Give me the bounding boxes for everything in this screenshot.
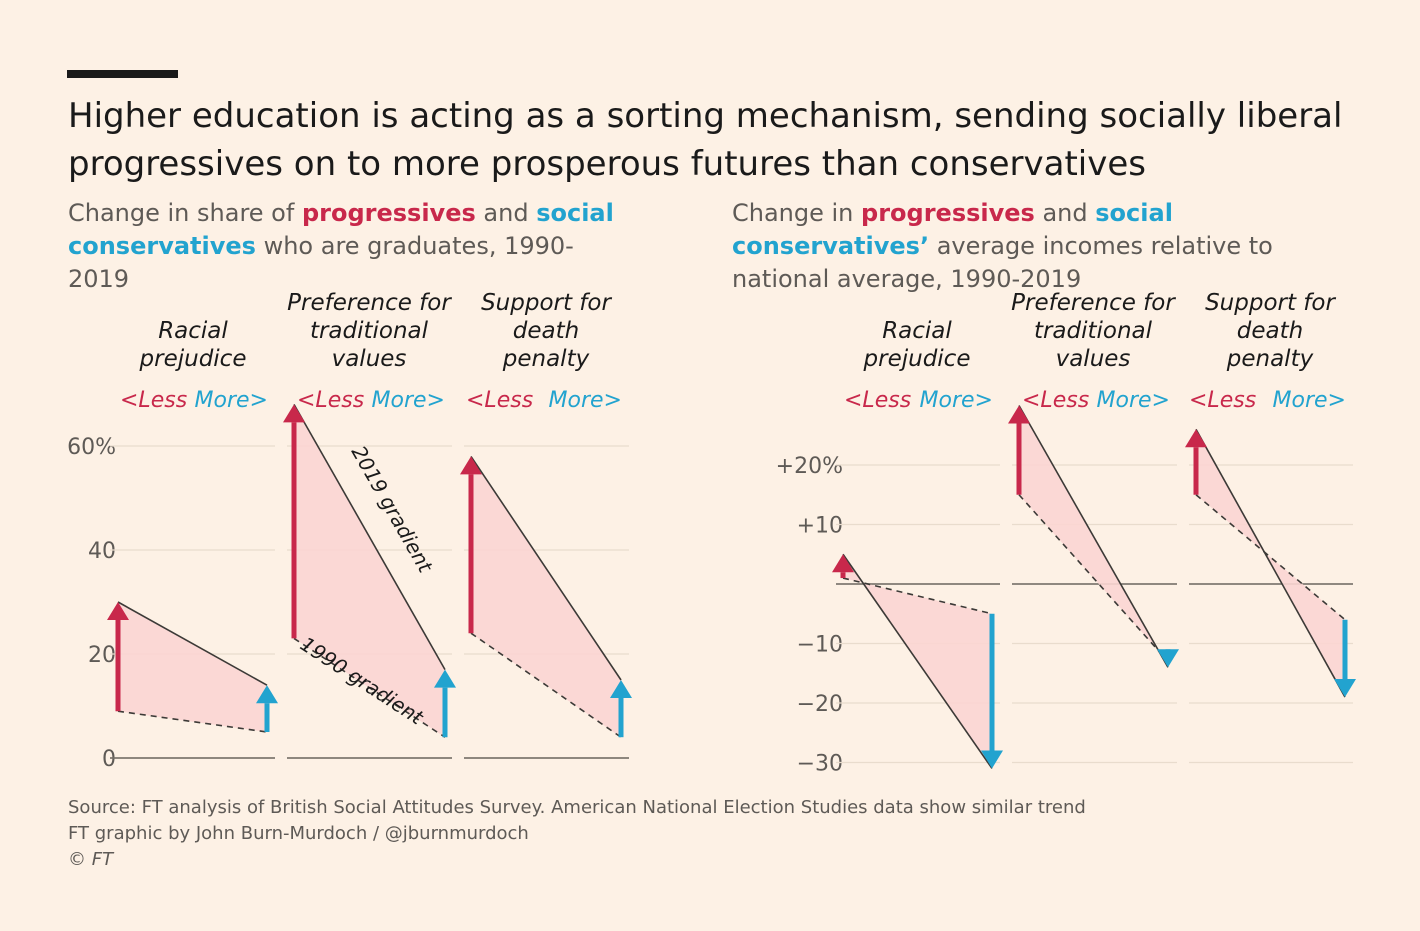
chart1-panel1-gradient-2019: [117, 601, 268, 686]
chart2-panel2-label-line: traditional: [1034, 318, 1153, 344]
chart1-panel2-more-label: More>: [372, 388, 445, 413]
left-subtitle-conservatives: social conservatives: [68, 199, 614, 260]
left-subtitle-part1: Change in share of: [68, 199, 302, 227]
chart1-panel2-progressive-arrow: [283, 404, 305, 639]
chart1-panel3-label-line: penalty: [502, 346, 590, 372]
chart1-panel1-conservative-arrow: [256, 685, 278, 732]
chart1-tick-label: 0: [102, 747, 116, 772]
chart2-panel2-label-line: Preference for: [1011, 290, 1176, 316]
chart2-panel2-conservative-arrow: [1157, 649, 1179, 668]
right-subtitle: Change in progressives and social conser…: [732, 197, 1372, 296]
chart1-panel2-label-line: traditional: [310, 318, 429, 344]
chart2-panel1-conservative-arrow: [981, 613, 1003, 769]
chart2-panel3-gradient-2019: [1195, 428, 1346, 698]
chart1-panel1-progressive-arrow: [107, 602, 129, 712]
right-subtitle-part2: and: [1034, 199, 1096, 227]
chart1-panel3-more-label: More>: [549, 388, 622, 413]
chart1-panel3-conservative-arrow: [610, 680, 632, 738]
left-subtitle: Change in share of progressives and soci…: [68, 197, 628, 296]
chart2-panel3-label-line: penalty: [1226, 346, 1314, 372]
chart1-panel1-gradient-1990: [117, 710, 268, 733]
right-subtitle-part1: Change in: [732, 199, 862, 227]
chart1-panel3-progressive-arrow: [460, 456, 482, 634]
left-subtitle-part3: who are graduates, 1990-2019: [68, 232, 574, 293]
right-subtitle-part3: average incomes relative to national ave…: [732, 232, 1273, 293]
chart1-panel1-gradient-area: [118, 602, 267, 732]
chart2-panel1-less-label: <Less: [844, 388, 911, 413]
chart2-panel2-more-label: More>: [1097, 388, 1170, 413]
chart2-panel3-less-label: <Less: [1189, 388, 1256, 413]
chart2-panel3-conservative-arrow: [1334, 619, 1356, 698]
chart1-panel2-conservative-arrow: [434, 669, 456, 738]
right-subtitle-progressives: progressives: [861, 199, 1035, 227]
chart2-panel3-progressive-arrow: [1185, 429, 1207, 495]
chart2-panel2-label-line: values: [1056, 346, 1131, 372]
chart2-panel2-progressive-arrow-head: [1008, 405, 1030, 424]
chart1-panel2-less-label: <Less: [297, 388, 364, 413]
chart1-panel2-gradient-1990: [293, 637, 446, 738]
chart1-panel2-conservative-arrow-head: [434, 669, 456, 688]
chart1-panel1-less-label: <Less: [120, 388, 187, 413]
chart2-panel2-gradient-1990: [1018, 494, 1169, 662]
chart1-panel3-label-line: death: [513, 318, 579, 344]
chart2-panel3-conservative-arrow-head: [1334, 679, 1356, 698]
chart2-tick-label: −20: [797, 692, 843, 717]
chart1-panel3-gradient-1990: [470, 632, 622, 738]
right-subtitle-conservatives: social conservatives’: [732, 199, 1173, 260]
chart1-tick-label: 20: [88, 643, 116, 668]
chart2-panel1-label-line: prejudice: [863, 346, 971, 372]
chart1-tick-label: 60%: [67, 435, 116, 460]
chart1-panel2-gradient-2019: [293, 404, 446, 670]
chart2-panel3-gradient-1990: [1195, 494, 1346, 621]
copyright: © FT: [68, 849, 114, 870]
chart1-panel3-gradient-2019: [470, 455, 622, 681]
chart1-panel2-progressive-arrow-head: [283, 404, 305, 423]
chart2-panel1-gradient-2019: [842, 553, 993, 769]
chart1-panel3-label-line: Support for: [481, 290, 612, 316]
chart1-panel2-label-line: Preference for: [287, 290, 452, 316]
chart1-panel1-more-label: More>: [195, 388, 268, 413]
chart2-panel3-label-line: Support for: [1205, 290, 1336, 316]
chart1-panel1-label-line: prejudice: [139, 346, 247, 372]
chart1-panel3-less-label: <Less: [466, 388, 533, 413]
chart2-tick-label: +20%: [776, 454, 843, 479]
chart1-tick-label: 40: [88, 539, 116, 564]
credit-note: FT graphic by John Burn-Murdoch / @jburn…: [68, 823, 529, 844]
chart1-panel2-label-line: values: [332, 346, 407, 372]
chart2-panel3-label-line: death: [1237, 318, 1303, 344]
chart2-panel2-gradient-2019: [1018, 405, 1169, 668]
chart2-panel1-conservative-arrow-head: [981, 750, 1003, 769]
chart2-panel3-progressive-arrow-head: [1185, 429, 1207, 448]
chart2-tick-label: +10: [797, 514, 843, 539]
chart1-panel1-progressive-arrow-head: [107, 602, 129, 620]
chart2-panel3-more-label: More>: [1273, 388, 1346, 413]
chart2-panel1-progressive-arrow-head: [832, 554, 854, 573]
chart2-tick-label: −10: [797, 633, 843, 658]
chart2-panel1-more-label: More>: [920, 388, 993, 413]
chart2-panel2-less-label: <Less: [1022, 388, 1089, 413]
chart2-panel2-conservative-arrow-head: [1157, 649, 1179, 668]
chart1-panel2-gradient-area: [294, 404, 445, 738]
chart1-panel1-conservative-arrow-head: [256, 685, 278, 704]
chart1-panel3-conservative-arrow-head: [610, 680, 632, 698]
footer: Source: FT analysis of British Social At…: [68, 795, 1368, 873]
left-subtitle-progressives: progressives: [301, 199, 476, 227]
chart2-panel1-gradient-1990: [842, 577, 993, 615]
chart2-panel1-label-line: Racial: [882, 318, 952, 344]
chart1-panel1-label-line: Racial: [158, 318, 228, 344]
accent-bar: [67, 70, 178, 78]
left-subtitle-part2: and: [475, 199, 537, 227]
headline: Higher education is acting as a sorting …: [68, 96, 1343, 184]
chart2-panel1-progressive-arrow: [832, 554, 854, 579]
chart1-panel3-gradient-area: [471, 456, 621, 738]
source-note: Source: FT analysis of British Social At…: [68, 797, 1086, 818]
chart1-panel3-progressive-arrow-head: [460, 456, 482, 475]
chart2-panel2-progressive-arrow: [1008, 405, 1030, 495]
chart2-tick-label: −30: [797, 752, 843, 777]
